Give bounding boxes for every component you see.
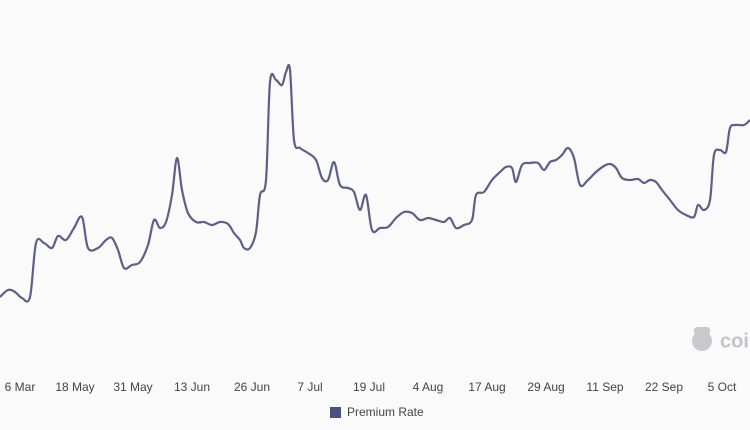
x-tick-label: 22 Sep [645, 380, 683, 394]
x-tick-label: 7 Jul [297, 380, 322, 394]
x-tick-label: 31 May [113, 380, 152, 394]
x-tick-label: 13 Jun [174, 380, 210, 394]
x-tick-label: 29 Aug [527, 380, 564, 394]
x-tick-label: 4 Aug [413, 380, 444, 394]
x-tick-label: 18 May [55, 380, 94, 394]
legend-swatch [330, 407, 341, 418]
watermark-logo [692, 327, 712, 351]
x-tick-label: 5 Oct [708, 380, 737, 394]
legend-label: Premium Rate [347, 405, 424, 419]
watermark: coi [720, 330, 749, 352]
line [0, 63, 750, 303]
x-tick-label: 6 Mar [5, 380, 36, 394]
x-tick-label: 26 Jun [234, 380, 270, 394]
x-tick-label: 17 Aug [468, 380, 505, 394]
x-tick-label: 11 Sep [586, 380, 623, 394]
x-tick-label: 19 Jul [353, 380, 385, 394]
